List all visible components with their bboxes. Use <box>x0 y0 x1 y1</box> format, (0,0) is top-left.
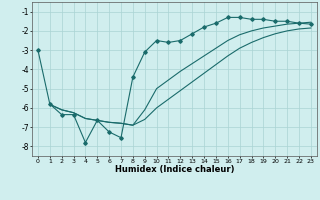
X-axis label: Humidex (Indice chaleur): Humidex (Indice chaleur) <box>115 165 234 174</box>
